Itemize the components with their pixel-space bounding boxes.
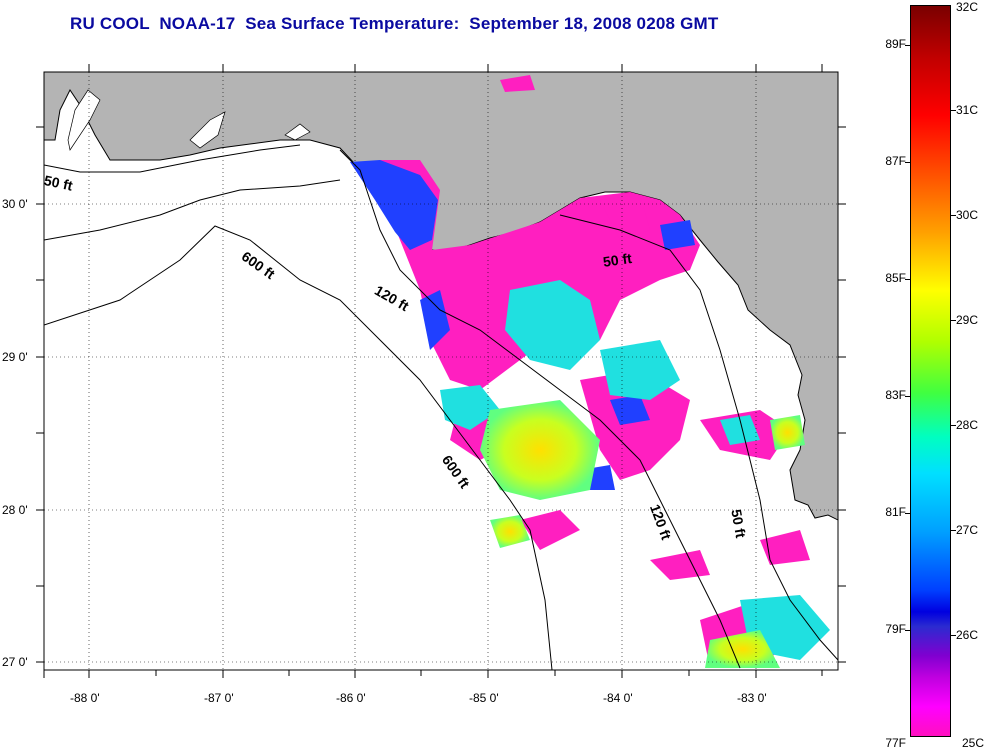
colorbar-label-30c: 30C [956,208,979,222]
colorbar-label-28c: 28C [956,418,979,432]
colorbar-label-26c: 26C [956,628,979,642]
colorbar-label-25c: 25C [962,736,985,750]
colorbar-label-27c: 27C [956,523,979,537]
map-frame [43,71,839,671]
lon-label-88: -88 0' [70,691,100,705]
lon-label-86: -86 0' [336,691,366,705]
lon-label-87: -87 0' [204,691,234,705]
colorbar-label-85f: 85F [885,271,906,285]
colorbar-tick [951,110,956,111]
map-title: RU COOL NOAA-17 Sea Surface Temperature:… [70,14,719,33]
bay-area [67,89,311,151]
colorbar-label-87f: 87F [885,154,906,168]
axis-ticks [36,64,846,678]
colorbar-tick [951,635,956,636]
colorbar-label-29c: 29C [956,313,979,327]
colorbar-label-89f: 89F [885,37,906,51]
colorbar-tick [905,396,910,397]
lon-label-84: -84 0' [603,691,633,705]
colorbar-tick [951,530,956,531]
colorbar-tick [905,45,910,46]
colorbar-tick [951,425,956,426]
colorbar-tick [905,513,910,514]
bathymetry-contours [44,144,838,670]
sst-patches-26c [350,160,695,490]
lat-lon-grid [44,72,838,670]
colorbar-tick [951,215,956,216]
colorbar-label-79f: 79F [885,622,906,636]
colorbar-label-83f: 83F [885,388,906,402]
lat-label-30: 30 0' [2,197,28,211]
sst-patches-28c [480,400,805,668]
colorbar-label-32c: 32C [956,0,979,14]
temperature-colorbar [910,5,951,737]
colorbar-label-81f: 81F [885,505,906,519]
lat-label-28: 28 0' [2,503,28,517]
lon-label-83: -83 0' [737,691,767,705]
lon-label-85: -85 0' [469,691,499,705]
colorbar-tick [905,630,910,631]
colorbar-tick [905,162,910,163]
colorbar-label-77f: 77F [885,736,906,750]
colorbar-label-31c: 31C [956,103,979,117]
colorbar-tick [951,320,956,321]
colorbar-tick [905,279,910,280]
lat-label-29: 29 0' [2,350,28,364]
lat-label-27: 27 0' [2,655,28,669]
